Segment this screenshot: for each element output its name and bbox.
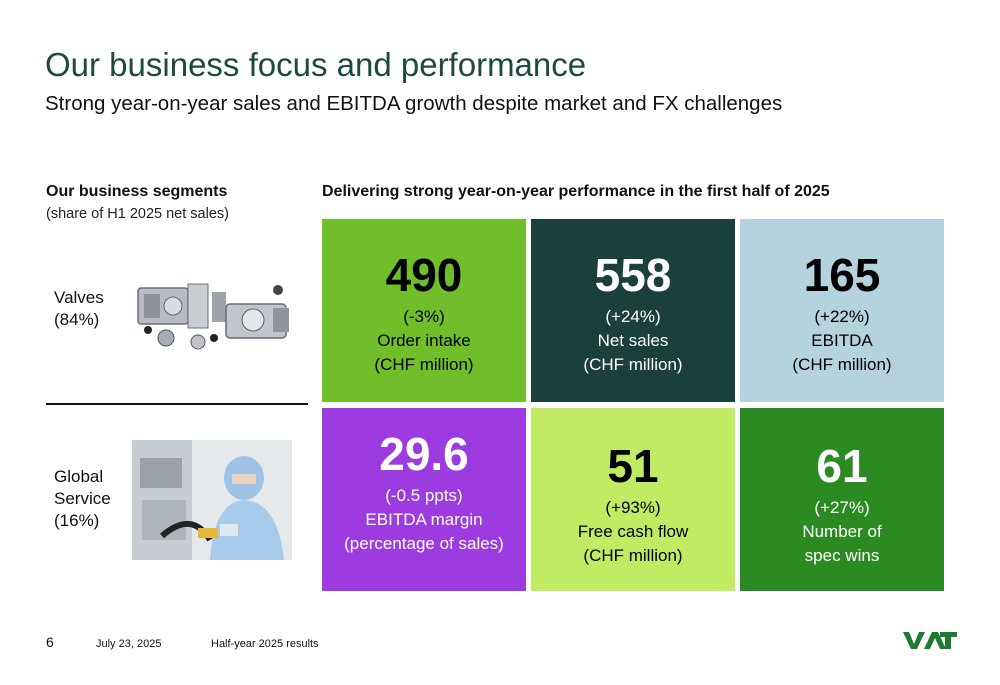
footer-date: July 23, 2025 — [96, 638, 162, 650]
page-subtitle: Strong year-on-year sales and EBITDA gro… — [45, 92, 783, 115]
kpi-value: 558 — [594, 249, 672, 301]
global-service-image — [132, 440, 292, 560]
segments-subheading: (share of H1 2025 net sales) — [46, 206, 229, 222]
kpi-unit: spec wins — [804, 546, 880, 565]
kpi-change: (+93%) — [605, 498, 661, 517]
valves-product-image — [128, 268, 298, 358]
kpi-value: 165 — [803, 249, 881, 301]
kpi-tile-free-cash-flow: 51 (+93%) Free cash flow (CHF million) — [531, 408, 735, 591]
kpi-label: Order intake — [377, 331, 471, 350]
kpi-change: (-0.5 ppts) — [385, 486, 463, 505]
kpi-value: 51 — [607, 440, 659, 492]
kpi-label: Number of — [802, 522, 882, 541]
kpi-unit: (percentage of sales) — [344, 534, 504, 553]
kpi-tile-ebitda-margin: 29.6 (-0.5 ppts) EBITDA margin (percenta… — [322, 408, 526, 591]
kpi-tile-net-sales: 558 (+24%) Net sales (CHF million) — [531, 219, 735, 402]
kpi-unit: (CHF million) — [792, 355, 892, 374]
kpi-unit: (CHF million) — [374, 355, 474, 374]
page-number: 6 — [46, 634, 54, 650]
kpi-label: Net sales — [597, 331, 669, 350]
kpi-unit: (CHF million) — [583, 355, 683, 374]
vat-logo-icon — [903, 630, 957, 650]
segment-label-global-service: Global Service (16%) — [54, 467, 111, 530]
page-title: Our business focus and performance — [45, 46, 587, 83]
kpi-change: (+27%) — [814, 498, 870, 517]
kpi-label: EBITDA — [811, 331, 873, 350]
kpi-tile-spec-wins: 61 (+27%) Number of spec wins — [740, 408, 944, 591]
segments-heading: Our business segments — [46, 183, 228, 200]
kpi-label: Free cash flow — [577, 522, 689, 541]
footer-document-title: Half-year 2025 results — [211, 638, 319, 650]
kpi-value: 490 — [385, 249, 463, 301]
kpi-tile-order-intake: 490 (-3%) Order intake (CHF million) — [322, 219, 526, 402]
kpi-label: EBITDA margin — [365, 510, 483, 529]
performance-heading: Delivering strong year-on-year performan… — [322, 183, 830, 200]
kpi-change: (-3%) — [403, 307, 445, 326]
kpi-unit: (CHF million) — [583, 546, 683, 565]
kpi-change: (+24%) — [605, 307, 661, 326]
segment-label-valves: Valves (84%) — [54, 288, 104, 329]
segment-divider — [46, 403, 308, 405]
kpi-change: (+22%) — [814, 307, 870, 326]
kpi-tile-ebitda: 165 (+22%) EBITDA (CHF million) — [740, 219, 944, 402]
kpi-value: 29.6 — [379, 428, 469, 480]
kpi-value: 61 — [816, 440, 868, 492]
